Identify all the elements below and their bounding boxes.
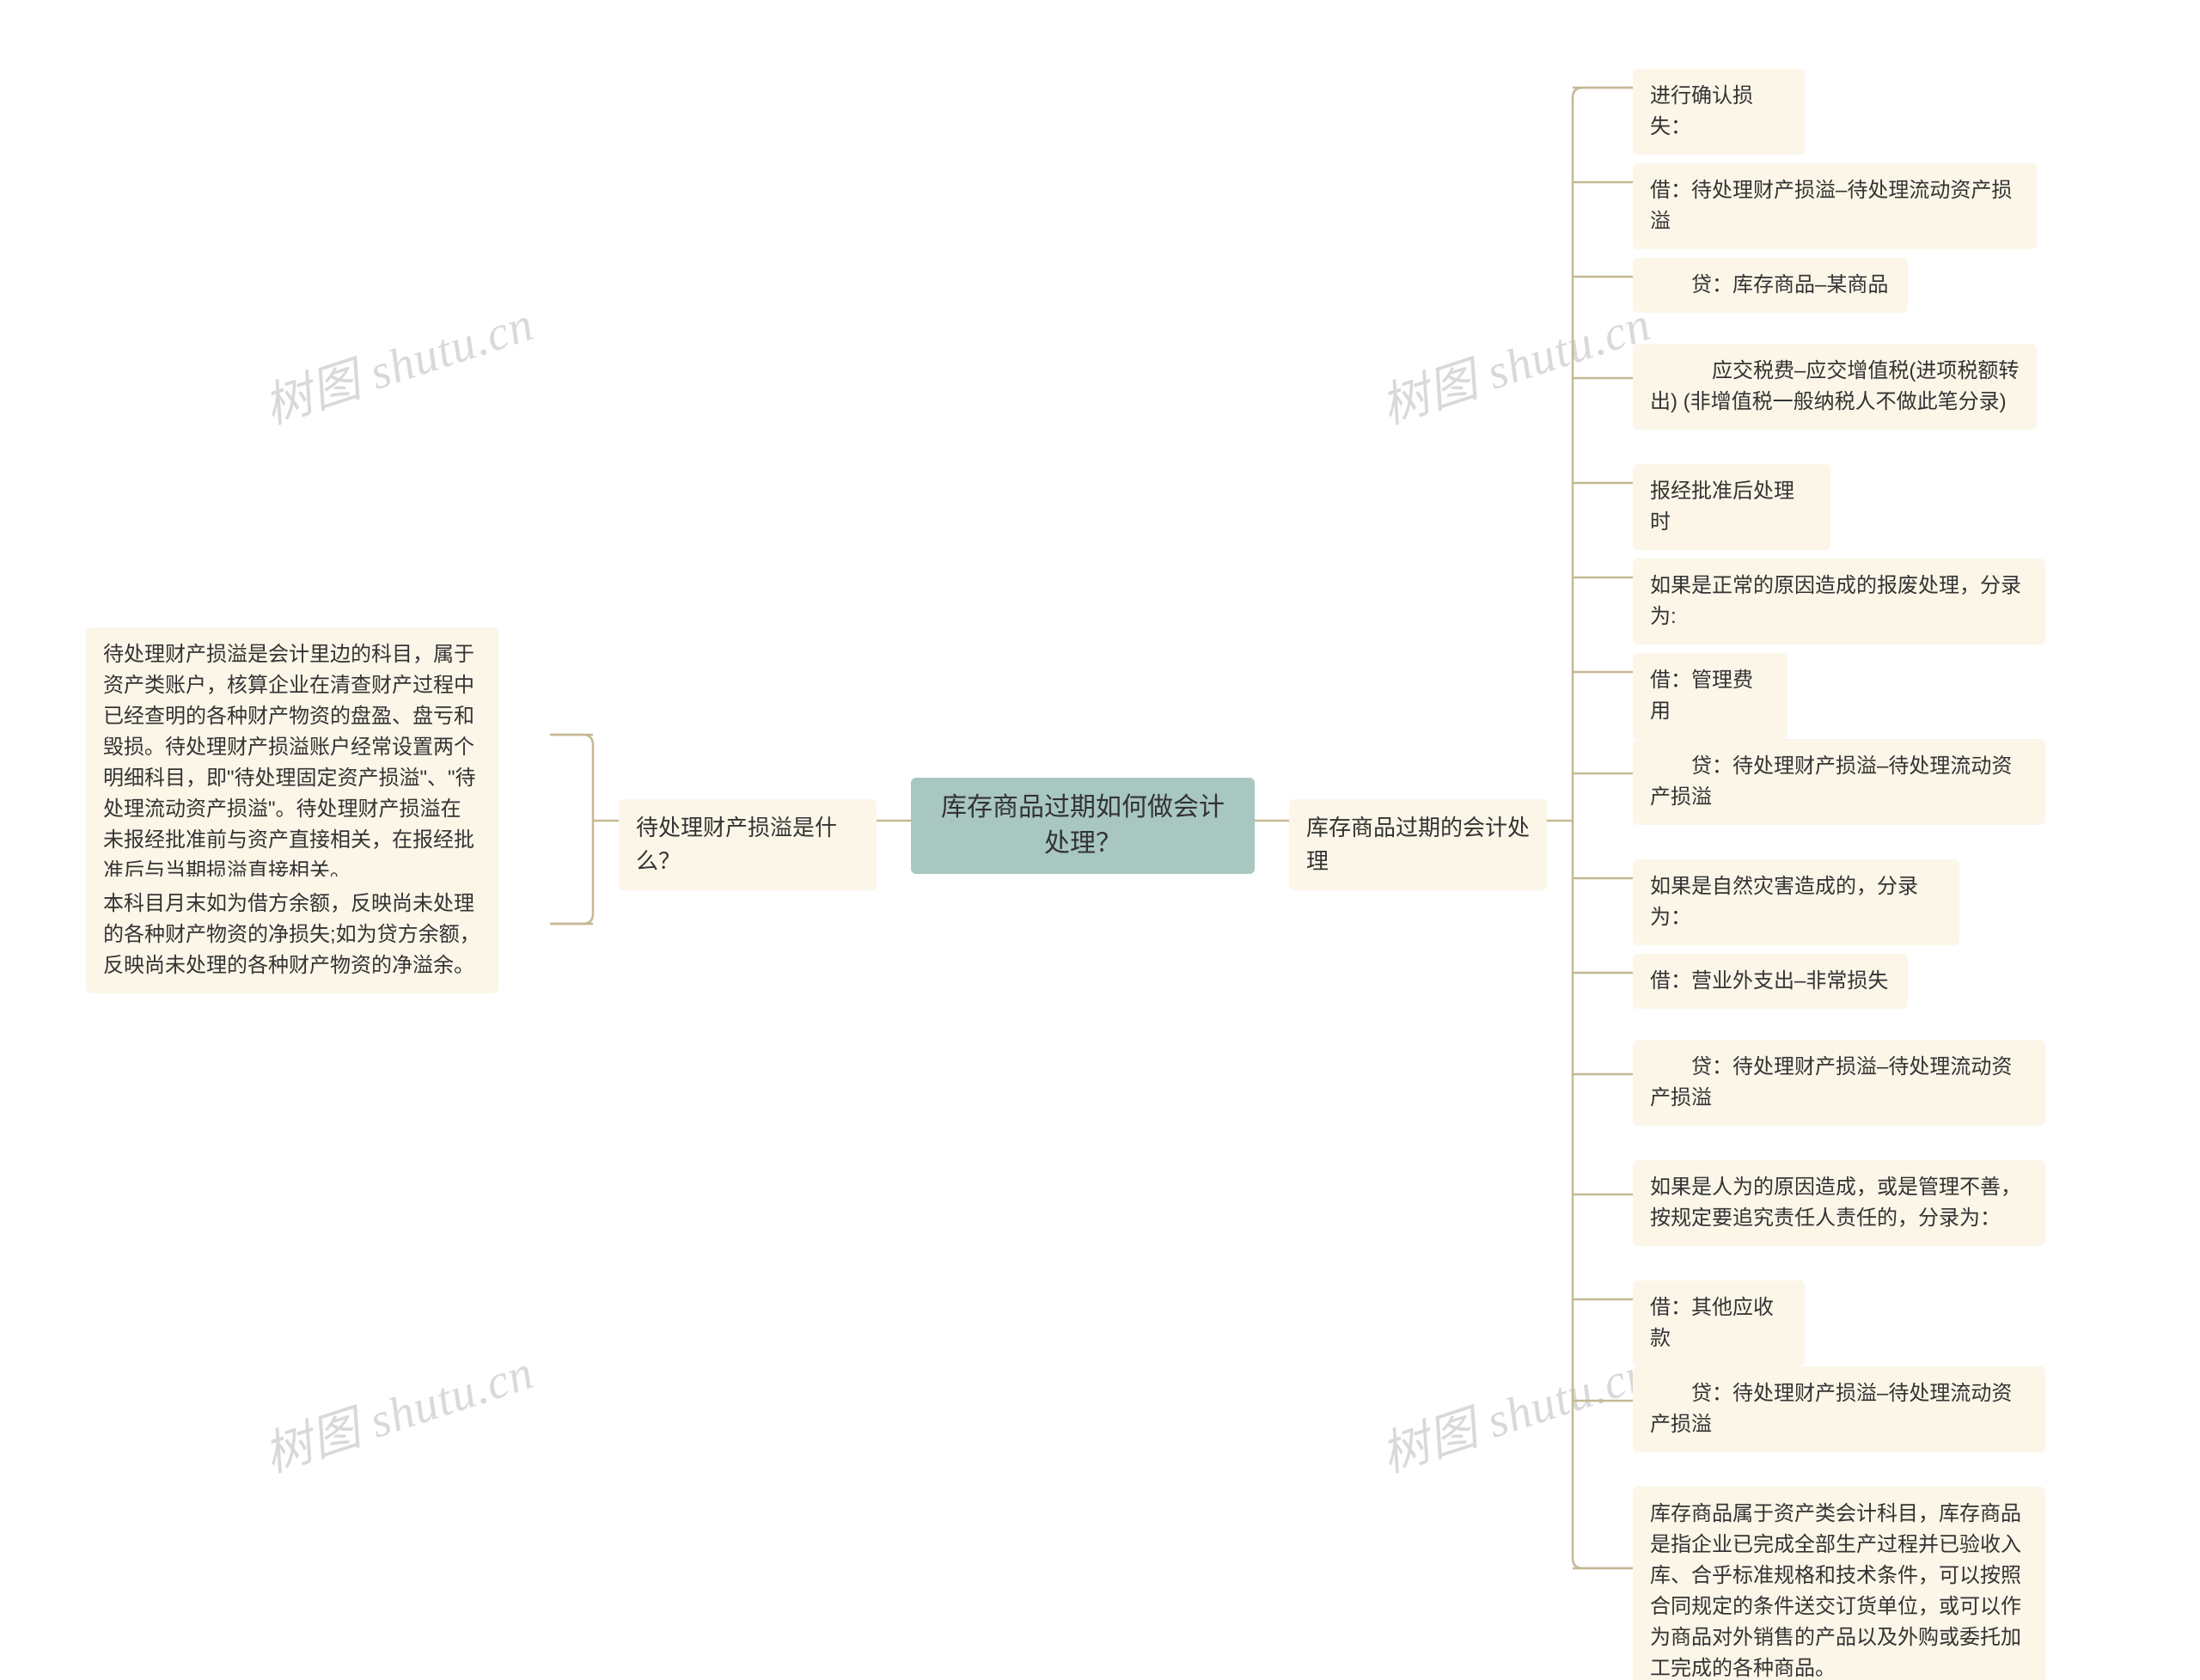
right-leaf-12: 借：其他应收款 [1633,1280,1805,1366]
right-leaf-9: 借：营业外支出–非常损失 [1633,954,1908,1009]
left-leaf-1: 本科目月末如为借方余额，反映尚未处理的各种财产物资的净损失;如为贷方余额，反映尚… [86,877,498,993]
watermark-2: 树图 shutu.cn [254,1334,541,1487]
left-leaf-0: 待处理财产损溢是会计里边的科目，属于资产类账户，核算企业在清查财产过程中已经查明… [86,627,498,899]
watermark-1: 树图 shutu.cn [1371,285,1658,438]
right-leaf-1: 借：待处理财产损溢–待处理流动资产损溢 [1633,163,2037,249]
right-leaf-0: 进行确认损失： [1633,69,1805,155]
right-leaf-4: 报经批准后处理时 [1633,464,1830,550]
right-leaf-11: 如果是人为的原因造成，或是管理不善，按规定要追究责任人责任的，分录为： [1633,1160,2045,1246]
right-branch-node: 库存商品过期的会计处理 [1289,799,1547,890]
right-leaf-8: 如果是自然灾害造成的，分录为： [1633,859,1959,945]
right-leaf-13: 贷：待处理财产损溢–待处理流动资产损溢 [1633,1366,2045,1452]
watermark-0: 树图 shutu.cn [254,285,541,438]
right-leaf-10: 贷：待处理财产损溢–待处理流动资产损溢 [1633,1040,2045,1126]
right-leaf-2: 贷：库存商品–某商品 [1633,258,1908,313]
right-leaf-7: 贷：待处理财产损溢–待处理流动资产损溢 [1633,739,2045,825]
center-node: 库存商品过期如何做会计处理？ [911,778,1255,874]
right-leaf-14: 库存商品属于资产类会计科目，库存商品是指企业已完成全部生产过程并已验收入库、合乎… [1633,1487,2045,1680]
watermark-3: 树图 shutu.cn [1371,1334,1658,1487]
right-leaf-5: 如果是正常的原因造成的报废处理，分录为: [1633,559,2045,645]
mindmap-canvas: 树图 shutu.cn 树图 shutu.cn 树图 shutu.cn 树图 shut… [0,0,2200,1680]
right-leaf-3: 应交税费–应交增值税(进项税额转出) (非增值税一般纳税人不做此笔分录) [1633,344,2037,430]
left-branch-node: 待处理财产损溢是什么？ [619,799,877,890]
right-leaf-6: 借：管理费用 [1633,653,1788,739]
